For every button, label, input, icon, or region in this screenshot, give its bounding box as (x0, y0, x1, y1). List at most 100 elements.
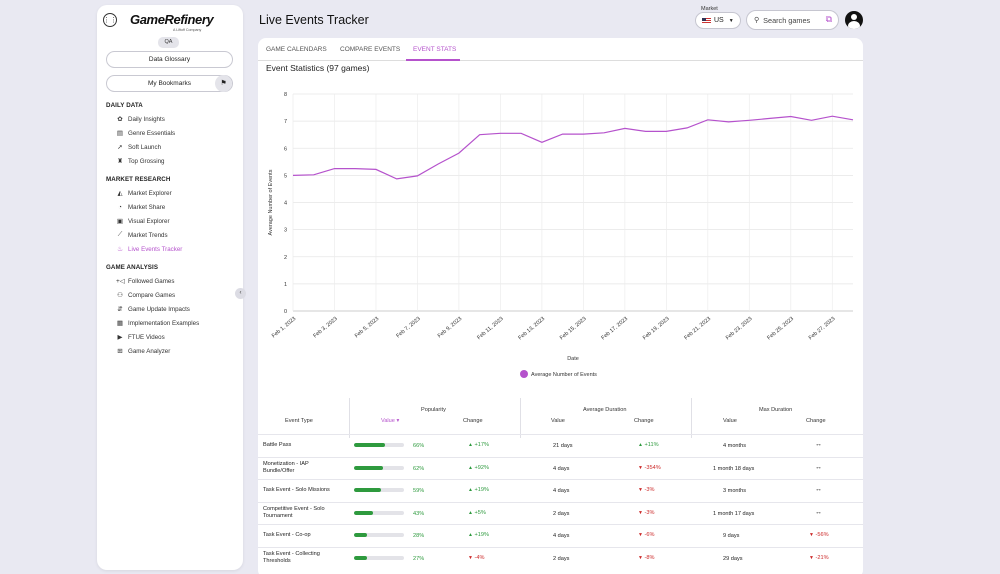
table-row[interactable]: Monetization - IAP Bundle/Offer 62% ▲ +92%… (258, 456, 863, 479)
arrow-down-icon: ▼ (638, 554, 643, 561)
tab-compare-events[interactable]: COMPARE EVENTS (340, 46, 401, 53)
header-event-type[interactable]: Event Type (285, 418, 313, 424)
data-point[interactable] (623, 127, 626, 130)
sidebar-item-daily-insights[interactable]: ✿ Daily Insights (116, 114, 165, 124)
data-point[interactable] (851, 118, 854, 121)
menu-icon[interactable]: ⋮⋮ (103, 13, 117, 27)
search-games-input[interactable]: ⚲ Search games ⧉ (746, 10, 839, 30)
compare-icon: ⚇ (117, 292, 123, 299)
data-point[interactable] (561, 133, 564, 136)
sidebar-item-genre-essentials[interactable]: ▤ Genre Essentials (116, 128, 175, 138)
my-bookmarks-button[interactable]: My Bookmarks ⚑ (106, 75, 233, 92)
sidebar-item-implementation-examples[interactable]: ▦ Implementation Examples (116, 318, 199, 328)
data-glossary-button[interactable]: Data Glossary (106, 51, 233, 68)
tab-game-calendars[interactable]: GAME CALENDARS (266, 46, 327, 53)
user-avatar[interactable] (845, 11, 863, 29)
data-point[interactable] (416, 174, 419, 177)
data-point[interactable] (354, 167, 357, 170)
x-tick-label: Feb 3, 2023 (312, 316, 338, 339)
chart-title: Event Statistics (97 games) (266, 63, 370, 73)
header-pop-value-sort[interactable]: Value ▾ (381, 418, 399, 424)
logo-subtitle: A Liftoff Company (173, 28, 202, 32)
sort-desc-icon: ▾ (396, 418, 400, 424)
bookmark-icon[interactable]: ⚑ (215, 75, 232, 92)
table-row[interactable]: Task Event - Collecting Thresholds 27% ▼ -… (258, 546, 863, 569)
popularity-bar (354, 443, 404, 447)
legend-marker[interactable] (520, 370, 528, 378)
data-point[interactable] (748, 119, 751, 122)
event-type-name: Monetization - IAP Bundle/Offer (263, 460, 309, 474)
data-point[interactable] (499, 132, 502, 135)
data-point[interactable] (685, 126, 688, 129)
header-pop-change[interactable]: Change (463, 418, 483, 424)
sidebar-item-game-update-impacts[interactable]: ⇵ Game Update Impacts (116, 304, 190, 314)
popularity-change: ▲ +19% (468, 487, 489, 493)
sidebar-item-compare-games[interactable]: ⚇ Compare Games (116, 290, 175, 300)
popularity-change-value: +92% (474, 464, 489, 471)
column-divider (520, 398, 521, 438)
sidebar-item-top-grossing[interactable]: ♜ Top Grossing (116, 156, 164, 166)
x-tick-label: Feb 27, 2023 (808, 316, 837, 341)
arrow-up-icon: ▲ (468, 532, 473, 538)
tab-event-stats[interactable]: EVENT STATS (413, 46, 457, 53)
data-point[interactable] (437, 162, 440, 165)
data-point[interactable] (312, 173, 315, 176)
header-max-value[interactable]: Value (723, 418, 737, 424)
header-avg-change[interactable]: Change (634, 418, 654, 424)
data-point[interactable] (291, 174, 294, 177)
data-point[interactable] (395, 177, 398, 180)
popularity-bar-fill (354, 555, 367, 560)
main-content: GAME CALENDARS COMPARE EVENTS EVENT STAT… (258, 38, 863, 574)
legend-label[interactable]: Average Number of Events (531, 372, 597, 378)
y-tick-label: 1 (284, 282, 287, 288)
header-max-change[interactable]: Change (806, 418, 826, 424)
sidebar-item-live-events-tracker[interactable]: ♨ Live Events Tracker (116, 244, 182, 254)
sidebar-item-game-analyzer[interactable]: ⊞ Game Analyzer (116, 346, 170, 356)
sidebar-item-soft-launch[interactable]: ➚ Soft Launch (116, 142, 161, 152)
sidebar-item-followed-games[interactable]: +◁ Followed Games (116, 276, 174, 286)
data-point[interactable] (706, 118, 709, 121)
y-tick-label: 5 (284, 173, 287, 179)
sidebar-item-ftue-videos[interactable]: ▶ FTUE Videos (116, 332, 165, 342)
data-point[interactable] (789, 115, 792, 118)
data-point[interactable] (665, 130, 668, 133)
us-flag-icon (702, 17, 711, 24)
data-point[interactable] (333, 167, 336, 170)
max-duration-value: 3 months (723, 488, 747, 494)
sidebar-item-market-trends[interactable]: ⟋ Market Trends (116, 230, 168, 240)
y-tick-label: 8 (284, 92, 287, 98)
avg-duration-change: ▲ +11% (638, 442, 659, 448)
data-point[interactable] (603, 131, 606, 134)
open-external-icon[interactable]: ⧉ (825, 14, 832, 24)
table-row[interactable]: Task Event - Co-op 28% ▲ +19% 4 days ▼ -6% 9 … (258, 524, 863, 546)
avg-duration-change: ▼ -3% (638, 510, 654, 516)
sidebar-item-label: Top Grossing (128, 157, 165, 165)
data-point[interactable] (810, 119, 813, 122)
data-point[interactable] (520, 132, 523, 135)
table-row[interactable]: Competitive Event - Solo Tournament 43% ▲ … (258, 501, 863, 524)
table-row[interactable]: Battle Pass 66% ▲ +17% 21 days ▲ +11% 4 month… (258, 434, 863, 456)
video-icon: ▶ (117, 334, 123, 341)
data-point[interactable] (727, 120, 730, 123)
data-point[interactable] (457, 152, 460, 155)
arrow-down-icon: ▼ (638, 509, 643, 516)
sidebar-item-market-explorer[interactable]: ◭ Market Explorer (116, 188, 172, 198)
collapse-sidebar-icon[interactable]: ‹ (235, 288, 246, 299)
data-point[interactable] (374, 168, 377, 171)
data-point[interactable] (582, 133, 585, 136)
data-point[interactable] (831, 115, 834, 118)
table-row[interactable]: Task Event - Solo Missions 59% ▲ +19% 4 day… (258, 479, 863, 501)
logo[interactable]: GameRefinery (130, 12, 214, 27)
header-avg-value[interactable]: Value (551, 418, 565, 424)
y-tick-label: 6 (284, 146, 287, 152)
data-glossary-label: Data Glossary (148, 56, 191, 63)
arrow-up-icon: ▲ (638, 442, 643, 448)
data-point[interactable] (478, 133, 481, 136)
series-line-average-events[interactable] (292, 115, 854, 180)
data-point[interactable] (540, 141, 543, 144)
data-point[interactable] (768, 117, 771, 120)
market-select[interactable]: US ▼ (695, 12, 741, 29)
data-point[interactable] (644, 130, 647, 133)
sidebar-item-visual-explorer[interactable]: ▣ Visual Explorer (116, 216, 170, 226)
sidebar-item-market-share[interactable]: ◔ Market Share (116, 202, 165, 212)
